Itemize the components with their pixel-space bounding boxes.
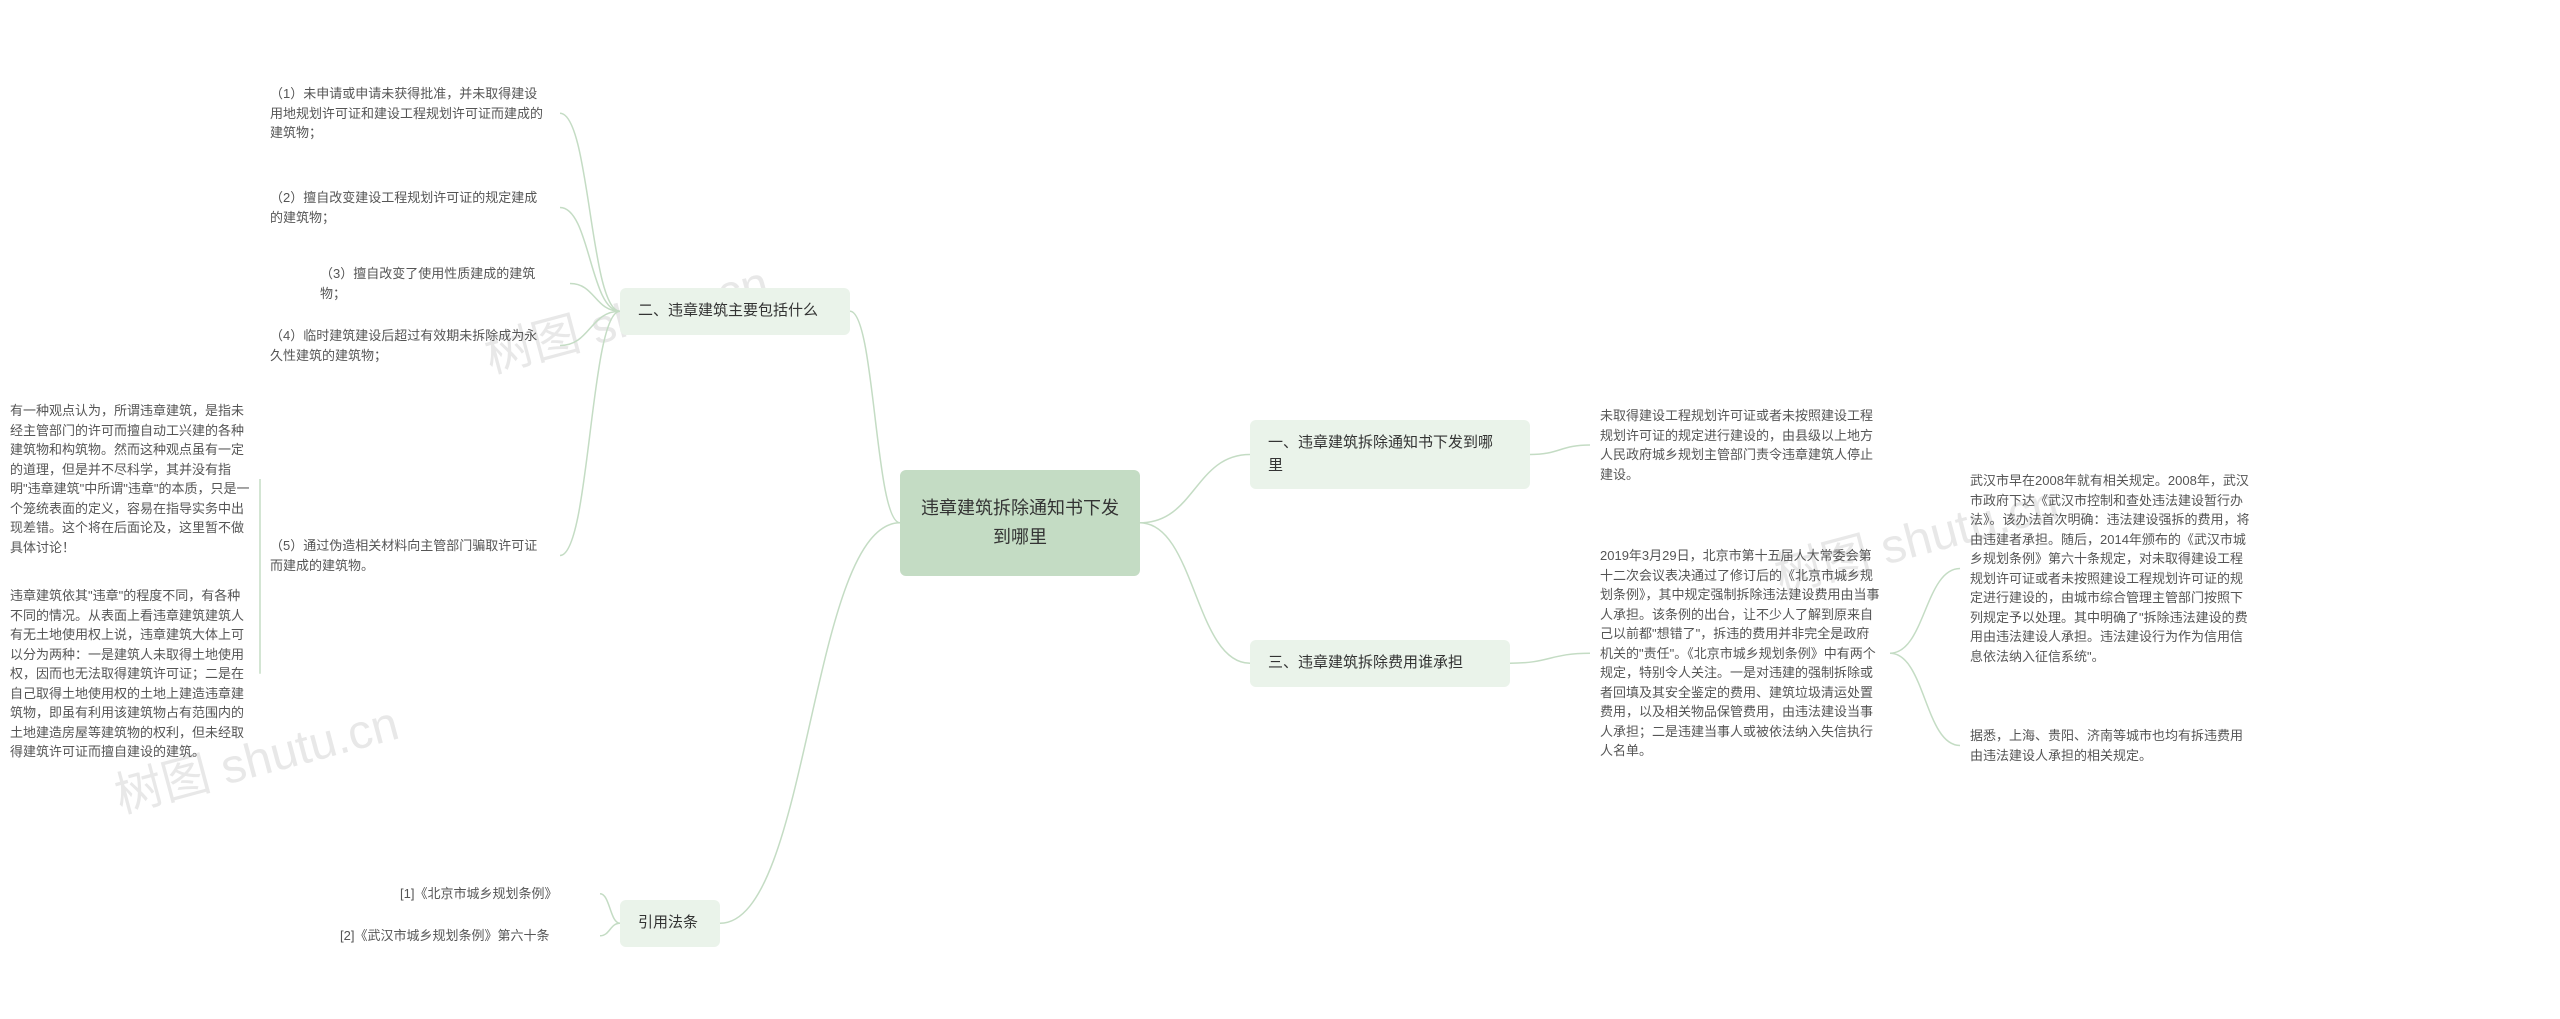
leaf-b3-1a[interactable]: 武汉市早在2008年就有相关规定。2008年，武汉市政府下达《武汉市控制和查处违… — [1960, 465, 2260, 672]
root-node[interactable]: 违章建筑拆除通知书下发 到哪里 — [900, 470, 1140, 576]
leaf-b2-5b[interactable]: 违章建筑依其"违章"的程度不同，有各种不同的情况。从表面上看违章建筑建筑人有无土… — [0, 580, 260, 768]
leaf-b4-2[interactable]: [2]《武汉市城乡规划条例》第六十条 — [330, 920, 600, 952]
leaf-b2-4[interactable]: （4）临时建筑建设后超过有效期未拆除成为永久性建筑的建筑物； — [260, 320, 560, 371]
leaf-b4-1[interactable]: [1]《北京市城乡规划条例》 — [390, 878, 600, 910]
leaf-b3-1[interactable]: 2019年3月29日，北京市第十五届人大常委会第十二次会议表决通过了修订后的《北… — [1590, 540, 1890, 767]
branch-2[interactable]: 二、违章建筑主要包括什么 — [620, 288, 850, 335]
leaf-b3-1b[interactable]: 据悉，上海、贵阳、济南等城市也均有拆违费用由违法建设人承担的相关规定。 — [1960, 720, 2260, 771]
leaf-b2-5[interactable]: （5）通过伪造相关材料向主管部门骗取许可证而建成的建筑物。 — [260, 530, 560, 581]
leaf-b1-1[interactable]: 未取得建设工程规划许可证或者未按照建设工程规划许可证的规定进行建设的，由县级以上… — [1590, 400, 1890, 490]
leaf-b2-2[interactable]: （2）擅自改变建设工程规划许可证的规定建成的建筑物； — [260, 182, 560, 233]
branch-4[interactable]: 引用法条 — [620, 900, 720, 947]
leaf-b2-1[interactable]: （1）未申请或申请未获得批准，并未取得建设用地规划许可证和建设工程规划许可证而建… — [260, 78, 560, 149]
leaf-b2-5a[interactable]: 有一种观点认为，所谓违章建筑，是指未经主管部门的许可而擅自动工兴建的各种建筑物和… — [0, 395, 260, 563]
leaf-b2-3[interactable]: （3）擅自改变了使用性质建成的建筑物； — [310, 258, 570, 309]
branch-1[interactable]: 一、违章建筑拆除通知书下发到哪 里 — [1250, 420, 1530, 489]
branch-3[interactable]: 三、违章建筑拆除费用谁承担 — [1250, 640, 1510, 687]
